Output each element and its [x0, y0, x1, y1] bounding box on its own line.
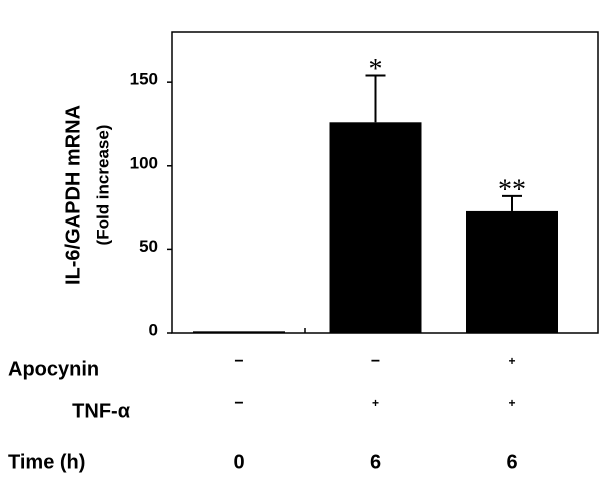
- condition-value: −: [371, 353, 380, 370]
- bar: [466, 210, 558, 333]
- condition-value: −: [234, 353, 243, 370]
- condition-value: 6: [370, 451, 381, 473]
- y-tick-label: 150: [130, 70, 158, 89]
- condition-value: +: [372, 396, 379, 410]
- condition-value: +: [508, 396, 515, 410]
- condition-value: 0: [233, 451, 244, 473]
- y-axis-label: IL-6/GAPDH mRNA: [62, 105, 84, 285]
- bar: [329, 122, 422, 333]
- condition-value: −: [234, 395, 243, 412]
- row-label: Time (h): [8, 451, 85, 473]
- y-axis-sublabel: (Fold increase): [93, 125, 112, 246]
- row-label: Apocynin: [8, 358, 99, 380]
- y-tick-label: 0: [149, 320, 158, 339]
- y-tick-label: 100: [130, 153, 158, 172]
- row-label: TNF-α: [72, 400, 131, 422]
- condition-value: +: [508, 354, 515, 368]
- significance-mark: *: [369, 54, 383, 85]
- significance-mark: **: [498, 174, 526, 205]
- y-tick-label: 50: [139, 237, 158, 256]
- bar: [193, 331, 285, 333]
- condition-value: 6: [506, 451, 517, 473]
